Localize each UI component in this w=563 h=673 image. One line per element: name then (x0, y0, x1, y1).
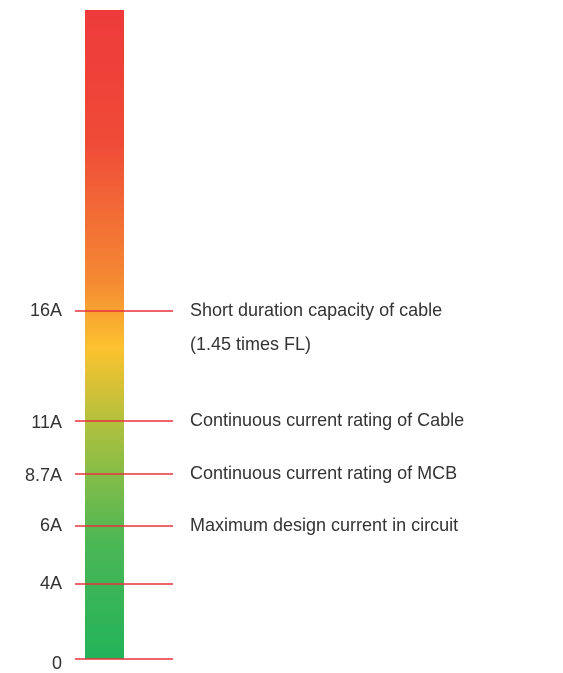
level-label: 11A (31, 412, 62, 432)
level-label: 0 (52, 653, 62, 673)
level-label: 8.7A (25, 465, 62, 485)
level-label: 4A (40, 573, 62, 593)
level-label: 16A (30, 300, 62, 320)
level-description: Continuous current rating of MCB (190, 463, 457, 483)
level-label: 6A (40, 515, 62, 535)
gradient-bar (85, 10, 124, 659)
level-description: Continuous current rating of Cable (190, 410, 464, 430)
level-description: (1.45 times FL) (190, 334, 311, 354)
level-description: Maximum design current in circuit (190, 515, 458, 535)
level-description: Short duration capacity of cable (190, 300, 442, 320)
